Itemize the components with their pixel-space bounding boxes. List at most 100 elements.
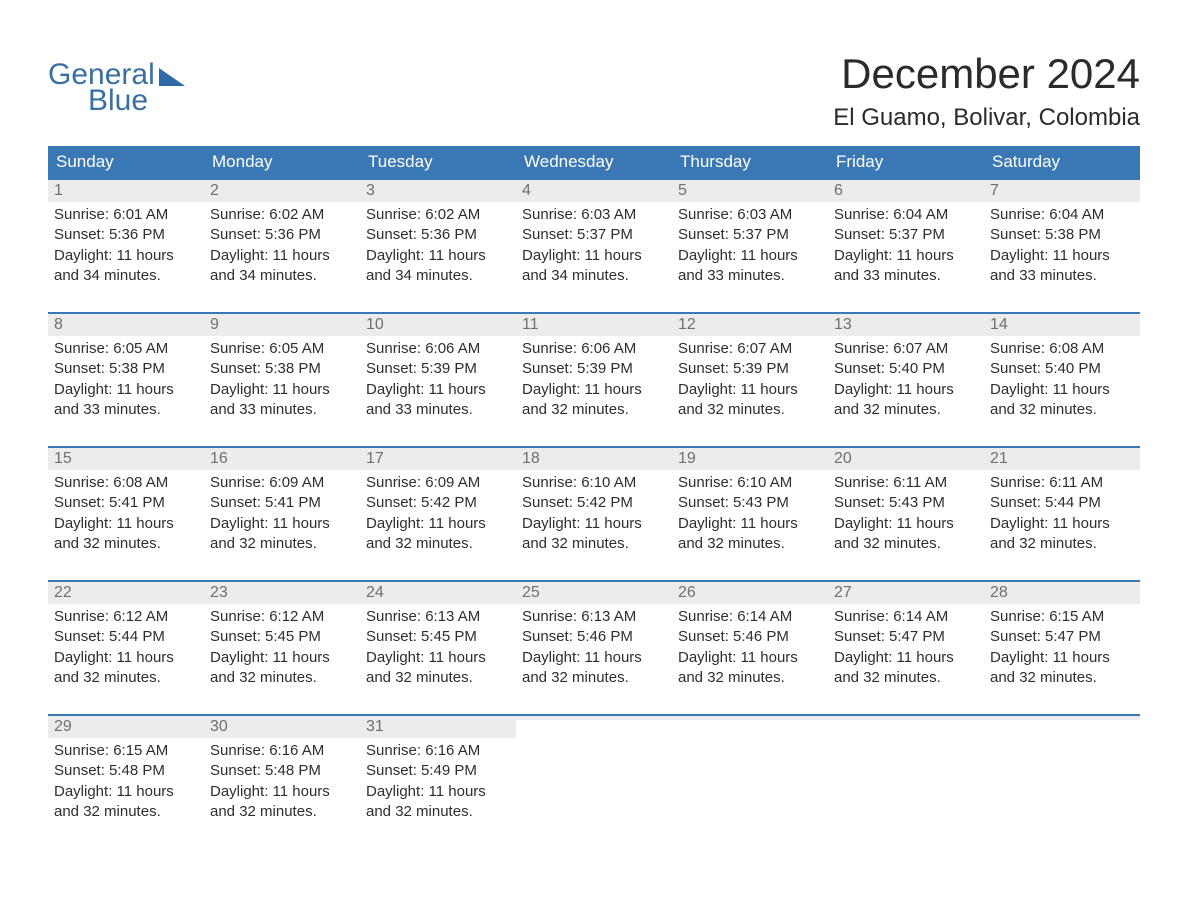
logo: General Blue xyxy=(48,60,185,116)
day-number: 22 xyxy=(54,584,72,601)
daylight-text: Daylight: 11 hours and 32 minutes. xyxy=(210,782,354,823)
day-details: Sunrise: 6:12 AMSunset: 5:45 PMDaylight:… xyxy=(204,604,360,688)
sunrise-text: Sunrise: 6:03 AM xyxy=(678,205,822,225)
day-number: 1 xyxy=(54,182,63,199)
daylight-text: Daylight: 11 hours and 33 minutes. xyxy=(54,380,198,421)
day-details: Sunrise: 6:03 AMSunset: 5:37 PMDaylight:… xyxy=(516,202,672,286)
calendar-cell: 30Sunrise: 6:16 AMSunset: 5:48 PMDayligh… xyxy=(204,716,360,826)
daylight-text: Daylight: 11 hours and 32 minutes. xyxy=(54,648,198,689)
day-details: Sunrise: 6:15 AMSunset: 5:47 PMDaylight:… xyxy=(984,604,1140,688)
daylight-text: Daylight: 11 hours and 34 minutes. xyxy=(366,246,510,287)
day-number-row: 11 xyxy=(516,314,672,336)
day-details: Sunrise: 6:06 AMSunset: 5:39 PMDaylight:… xyxy=(360,336,516,420)
sunset-text: Sunset: 5:44 PM xyxy=(54,627,198,647)
sunset-text: Sunset: 5:40 PM xyxy=(834,359,978,379)
day-details: Sunrise: 6:14 AMSunset: 5:47 PMDaylight:… xyxy=(828,604,984,688)
sunset-text: Sunset: 5:46 PM xyxy=(522,627,666,647)
day-number-row: 4 xyxy=(516,180,672,202)
logo-line2: Blue xyxy=(88,84,148,117)
day-number-row: 10 xyxy=(360,314,516,336)
day-number: 8 xyxy=(54,316,63,333)
day-number: 27 xyxy=(834,584,852,601)
sunrise-text: Sunrise: 6:09 AM xyxy=(366,473,510,493)
day-number-row: 5 xyxy=(672,180,828,202)
location: El Guamo, Bolivar, Colombia xyxy=(833,104,1140,132)
sunset-text: Sunset: 5:47 PM xyxy=(990,627,1134,647)
day-header-wednesday: Wednesday xyxy=(516,146,672,178)
sunset-text: Sunset: 5:39 PM xyxy=(366,359,510,379)
sunrise-text: Sunrise: 6:04 AM xyxy=(834,205,978,225)
week-row: 1Sunrise: 6:01 AMSunset: 5:36 PMDaylight… xyxy=(48,178,1140,290)
sunset-text: Sunset: 5:45 PM xyxy=(210,627,354,647)
day-number-row: 9 xyxy=(204,314,360,336)
sunset-text: Sunset: 5:37 PM xyxy=(522,225,666,245)
calendar-cell: 13Sunrise: 6:07 AMSunset: 5:40 PMDayligh… xyxy=(828,314,984,424)
sunrise-text: Sunrise: 6:14 AM xyxy=(834,607,978,627)
daylight-text: Daylight: 11 hours and 32 minutes. xyxy=(990,514,1134,555)
day-number-row: 23 xyxy=(204,582,360,604)
day-details: Sunrise: 6:12 AMSunset: 5:44 PMDaylight:… xyxy=(48,604,204,688)
sunrise-text: Sunrise: 6:05 AM xyxy=(54,339,198,359)
day-number: 17 xyxy=(366,450,384,467)
calendar-cell: 2Sunrise: 6:02 AMSunset: 5:36 PMDaylight… xyxy=(204,180,360,290)
calendar-cell: 28Sunrise: 6:15 AMSunset: 5:47 PMDayligh… xyxy=(984,582,1140,692)
sunrise-text: Sunrise: 6:02 AM xyxy=(366,205,510,225)
day-details: Sunrise: 6:07 AMSunset: 5:39 PMDaylight:… xyxy=(672,336,828,420)
calendar-cell xyxy=(516,716,672,826)
day-details: Sunrise: 6:10 AMSunset: 5:43 PMDaylight:… xyxy=(672,470,828,554)
day-number-row: 15 xyxy=(48,448,204,470)
day-number-row: 1 xyxy=(48,180,204,202)
day-details: Sunrise: 6:13 AMSunset: 5:46 PMDaylight:… xyxy=(516,604,672,688)
day-details: Sunrise: 6:08 AMSunset: 5:41 PMDaylight:… xyxy=(48,470,204,554)
sunrise-text: Sunrise: 6:13 AM xyxy=(522,607,666,627)
calendar-cell xyxy=(828,716,984,826)
calendar-cell: 12Sunrise: 6:07 AMSunset: 5:39 PMDayligh… xyxy=(672,314,828,424)
day-number: 29 xyxy=(54,718,72,735)
calendar-cell: 8Sunrise: 6:05 AMSunset: 5:38 PMDaylight… xyxy=(48,314,204,424)
day-number-row: 27 xyxy=(828,582,984,604)
calendar-cell: 23Sunrise: 6:12 AMSunset: 5:45 PMDayligh… xyxy=(204,582,360,692)
day-details: Sunrise: 6:13 AMSunset: 5:45 PMDaylight:… xyxy=(360,604,516,688)
day-number: 18 xyxy=(522,450,540,467)
daylight-text: Daylight: 11 hours and 32 minutes. xyxy=(54,514,198,555)
day-number: 20 xyxy=(834,450,852,467)
sunrise-text: Sunrise: 6:09 AM xyxy=(210,473,354,493)
day-number-row: 22 xyxy=(48,582,204,604)
daylight-text: Daylight: 11 hours and 32 minutes. xyxy=(522,380,666,421)
sunrise-text: Sunrise: 6:07 AM xyxy=(834,339,978,359)
day-number: 24 xyxy=(366,584,384,601)
calendar-cell: 31Sunrise: 6:16 AMSunset: 5:49 PMDayligh… xyxy=(360,716,516,826)
day-number: 21 xyxy=(990,450,1008,467)
calendar-cell: 15Sunrise: 6:08 AMSunset: 5:41 PMDayligh… xyxy=(48,448,204,558)
calendar-cell: 25Sunrise: 6:13 AMSunset: 5:46 PMDayligh… xyxy=(516,582,672,692)
day-number-row: 28 xyxy=(984,582,1140,604)
daylight-text: Daylight: 11 hours and 32 minutes. xyxy=(210,648,354,689)
day-number: 19 xyxy=(678,450,696,467)
sunset-text: Sunset: 5:37 PM xyxy=(678,225,822,245)
calendar-cell: 3Sunrise: 6:02 AMSunset: 5:36 PMDaylight… xyxy=(360,180,516,290)
day-number-row: 16 xyxy=(204,448,360,470)
day-details: Sunrise: 6:07 AMSunset: 5:40 PMDaylight:… xyxy=(828,336,984,420)
day-number: 9 xyxy=(210,316,219,333)
sunrise-text: Sunrise: 6:08 AM xyxy=(990,339,1134,359)
day-details: Sunrise: 6:14 AMSunset: 5:46 PMDaylight:… xyxy=(672,604,828,688)
day-number: 11 xyxy=(522,316,539,333)
sunrise-text: Sunrise: 6:16 AM xyxy=(210,741,354,761)
sunrise-text: Sunrise: 6:07 AM xyxy=(678,339,822,359)
day-number: 7 xyxy=(990,182,999,199)
calendar-cell: 26Sunrise: 6:14 AMSunset: 5:46 PMDayligh… xyxy=(672,582,828,692)
day-details: Sunrise: 6:09 AMSunset: 5:41 PMDaylight:… xyxy=(204,470,360,554)
calendar-cell: 20Sunrise: 6:11 AMSunset: 5:43 PMDayligh… xyxy=(828,448,984,558)
daylight-text: Daylight: 11 hours and 32 minutes. xyxy=(366,648,510,689)
daylight-text: Daylight: 11 hours and 32 minutes. xyxy=(522,514,666,555)
daylight-text: Daylight: 11 hours and 33 minutes. xyxy=(678,246,822,287)
daylight-text: Daylight: 11 hours and 34 minutes. xyxy=(210,246,354,287)
calendar-cell: 10Sunrise: 6:06 AMSunset: 5:39 PMDayligh… xyxy=(360,314,516,424)
sunrise-text: Sunrise: 6:12 AM xyxy=(210,607,354,627)
day-number-row: 19 xyxy=(672,448,828,470)
sunrise-text: Sunrise: 6:04 AM xyxy=(990,205,1134,225)
day-number: 3 xyxy=(366,182,375,199)
sunset-text: Sunset: 5:43 PM xyxy=(834,493,978,513)
calendar-cell: 29 Sunrise: 6:15 AMSunset: 5:48 PMDayligh… xyxy=(48,716,204,826)
day-details: Sunrise: 6:15 AMSunset: 5:48 PMDaylight:… xyxy=(48,738,204,822)
